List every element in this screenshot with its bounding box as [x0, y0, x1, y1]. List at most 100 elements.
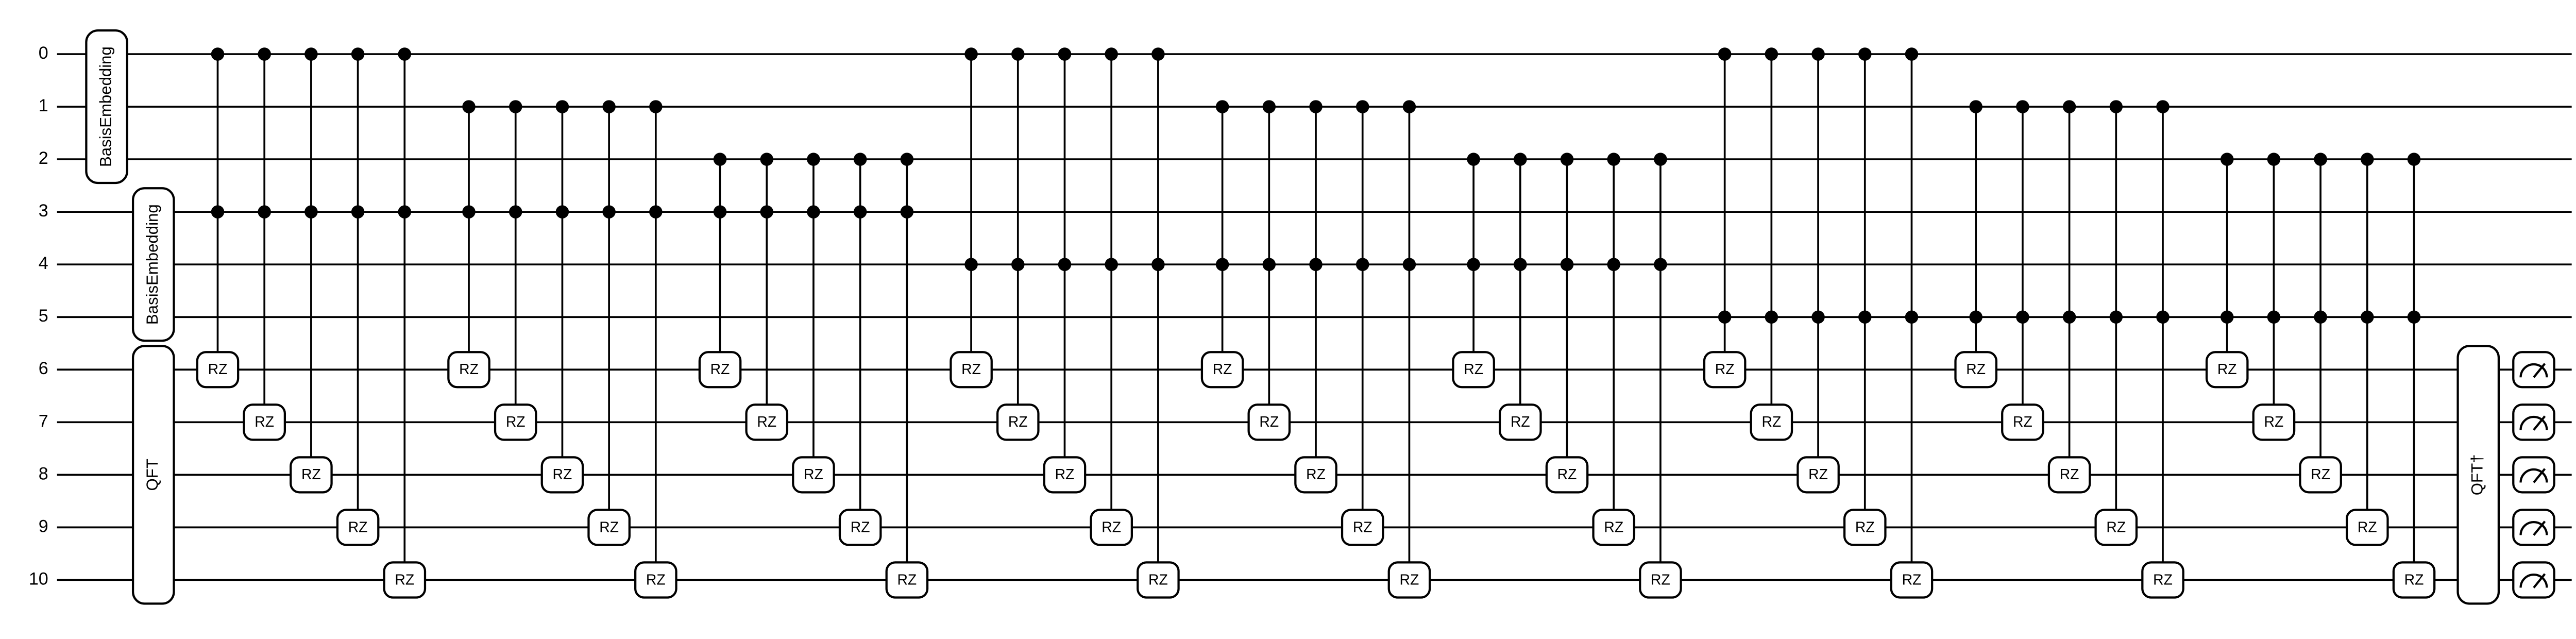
ctrl-dot-1-2-w3	[556, 205, 569, 218]
ctrl-dot-1-0-w3	[462, 205, 476, 218]
rz-gate-0-2-label: RZ	[301, 466, 321, 483]
ctrl-dot-4-3-w4	[1356, 258, 1369, 271]
ctrl-dot-6-1-w5	[1765, 310, 1778, 324]
rz-gate-4-4-label: RZ	[1400, 571, 1419, 588]
ctrl-dot-8-2-w5	[2314, 310, 2327, 324]
rz-gate-6-0-label: RZ	[1715, 361, 1735, 378]
ctrl-dot-5-1-w4	[1514, 258, 1527, 271]
ctrl-dot-4-3-w1	[1356, 100, 1369, 113]
rz-gate-6-2-label: RZ	[1808, 466, 1828, 483]
ctrl-dot-5-3-w2	[1607, 153, 1620, 166]
measure-6	[2513, 352, 2554, 387]
ctrl-dot-3-4-w4	[1151, 258, 1165, 271]
rz-gate-3-3-label: RZ	[1101, 519, 1121, 535]
rz-gate-5-3-label: RZ	[1604, 519, 1623, 535]
ctrl-dot-0-2-w3	[304, 205, 318, 218]
rz-gate-2-1-label: RZ	[757, 414, 776, 430]
ctrl-dot-4-4-w4	[1403, 258, 1416, 271]
measure-7	[2513, 405, 2554, 440]
ctrl-dot-1-1-w3	[509, 205, 522, 218]
rz-gate-2-2-label: RZ	[804, 466, 823, 483]
rz-gate-7-1-label: RZ	[2013, 414, 2032, 430]
qft-dagger-label: QFT†	[2468, 455, 2486, 496]
ctrl-dot-2-0-w3	[714, 205, 727, 218]
qubit-label-2: 2	[39, 148, 48, 168]
ctrl-dot-3-1-w0	[1011, 47, 1025, 61]
ctrl-dot-6-2-w5	[1811, 310, 1825, 324]
ctrl-dot-2-3-w3	[854, 205, 867, 218]
rz-gate-8-2-label: RZ	[2311, 466, 2330, 483]
qubit-label-4: 4	[39, 254, 48, 273]
rz-gate-0-1-label: RZ	[255, 414, 274, 430]
qubit-label-3: 3	[39, 201, 48, 221]
basis-embedding-1-label: BasisEmbedding	[143, 204, 161, 325]
ctrl-dot-1-4-w1	[649, 100, 663, 113]
ctrl-dot-4-0-w1	[1216, 100, 1229, 113]
rz-gate-5-4-label: RZ	[1651, 571, 1670, 588]
ctrl-dot-6-4-w5	[1905, 310, 1919, 324]
qubit-label-10: 10	[29, 569, 48, 588]
rz-gate-7-3-label: RZ	[2106, 519, 2126, 535]
ctrl-dot-2-2-w2	[807, 153, 820, 166]
ctrl-dot-1-3-w1	[602, 100, 616, 113]
ctrl-dot-6-3-w5	[1858, 310, 1872, 324]
ctrl-dot-0-1-w3	[258, 205, 271, 218]
ctrl-dot-2-1-w3	[760, 205, 773, 218]
qubit-label-5: 5	[39, 306, 48, 326]
ctrl-dot-3-0-w0	[964, 47, 978, 61]
quantum-circuit: 012345678910BasisEmbeddingBasisEmbedding…	[10, 10, 2576, 629]
rz-gate-4-1-label: RZ	[1259, 414, 1279, 430]
ctrl-dot-7-2-w1	[2063, 100, 2076, 113]
rz-gate-5-2-label: RZ	[1557, 466, 1577, 483]
ctrl-dot-6-3-w0	[1858, 47, 1872, 61]
ctrl-dot-8-2-w2	[2314, 153, 2327, 166]
ctrl-dot-8-0-w2	[2221, 153, 2234, 166]
qubit-label-9: 9	[39, 516, 48, 536]
rz-gate-8-3-label: RZ	[2358, 519, 2377, 535]
ctrl-dot-7-3-w5	[2110, 310, 2123, 324]
ctrl-dot-7-4-w1	[2156, 100, 2170, 113]
rz-gate-3-1-label: RZ	[1008, 414, 1028, 430]
rz-gate-0-3-label: RZ	[348, 519, 368, 535]
ctrl-dot-2-3-w2	[854, 153, 867, 166]
ctrl-dot-5-4-w4	[1654, 258, 1667, 271]
measure-8	[2513, 457, 2554, 492]
ctrl-dot-2-4-w2	[901, 153, 914, 166]
ctrl-dot-0-0-w0	[211, 47, 225, 61]
ctrl-dot-5-2-w4	[1561, 258, 1574, 271]
ctrl-dot-1-2-w1	[556, 100, 569, 113]
rz-gate-7-2-label: RZ	[2060, 466, 2079, 483]
ctrl-dot-4-2-w1	[1309, 100, 1323, 113]
qubit-label-7: 7	[39, 411, 48, 431]
ctrl-dot-2-2-w3	[807, 205, 820, 218]
qubit-label-6: 6	[39, 359, 48, 378]
ctrl-dot-7-4-w5	[2156, 310, 2170, 324]
rz-gate-5-0-label: RZ	[1464, 361, 1483, 378]
ctrl-dot-1-3-w3	[602, 205, 616, 218]
rz-gate-0-4-label: RZ	[395, 571, 414, 588]
ctrl-dot-0-2-w0	[304, 47, 318, 61]
ctrl-dot-5-3-w4	[1607, 258, 1620, 271]
rz-gate-1-4-label: RZ	[646, 571, 666, 588]
rz-gate-8-4-label: RZ	[2404, 571, 2424, 588]
ctrl-dot-8-3-w5	[2361, 310, 2374, 324]
ctrl-dot-2-4-w3	[901, 205, 914, 218]
rz-gate-6-3-label: RZ	[1855, 519, 1875, 535]
rz-gate-4-3-label: RZ	[1353, 519, 1372, 535]
ctrl-dot-1-0-w1	[462, 100, 476, 113]
rz-gate-8-1-label: RZ	[2264, 414, 2284, 430]
rz-gate-3-2-label: RZ	[1055, 466, 1075, 483]
rz-gate-6-4-label: RZ	[1902, 571, 1922, 588]
ctrl-dot-8-4-w2	[2408, 153, 2421, 166]
ctrl-dot-7-3-w1	[2110, 100, 2123, 113]
rz-gate-3-0-label: RZ	[961, 361, 981, 378]
ctrl-dot-6-4-w0	[1905, 47, 1919, 61]
ctrl-dot-5-2-w2	[1561, 153, 1574, 166]
rz-gate-7-0-label: RZ	[1966, 361, 1986, 378]
ctrl-dot-8-1-w5	[2267, 310, 2281, 324]
ctrl-dot-5-4-w2	[1654, 153, 1667, 166]
ctrl-dot-8-1-w2	[2267, 153, 2281, 166]
measure-10	[2513, 562, 2554, 597]
rz-gate-4-2-label: RZ	[1306, 466, 1326, 483]
ctrl-dot-3-2-w0	[1058, 47, 1072, 61]
